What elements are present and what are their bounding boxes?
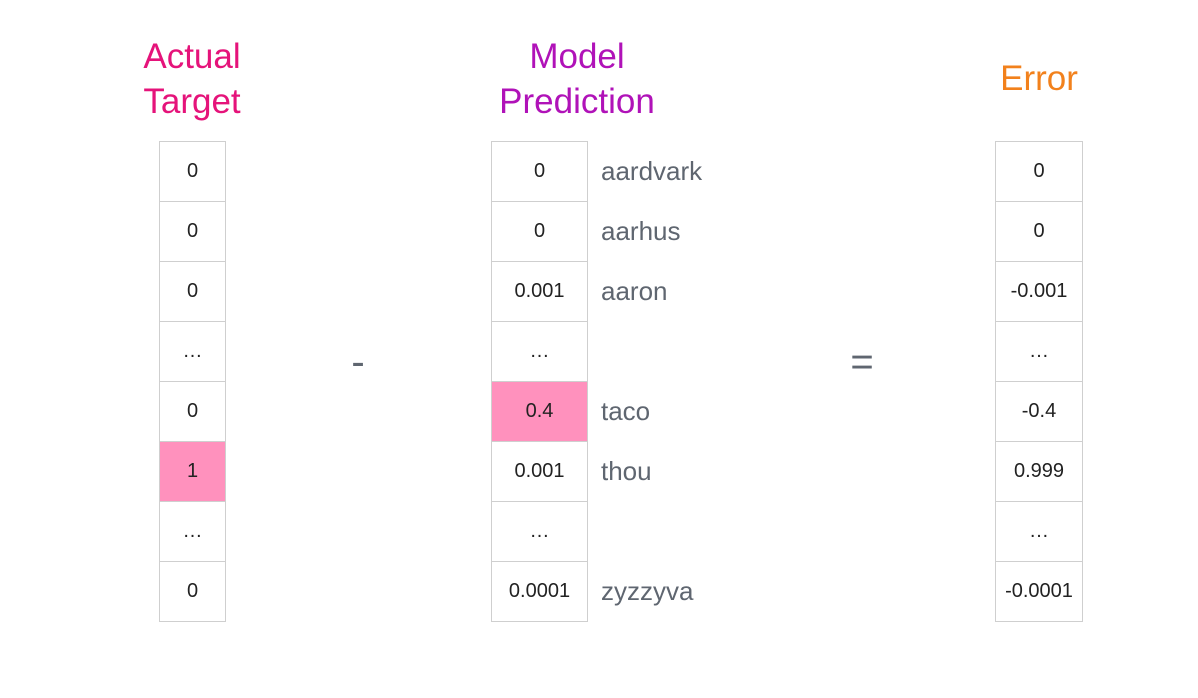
- error-heading: Error: [969, 56, 1109, 101]
- vocabulary-word: thou: [601, 455, 652, 486]
- model-prediction-cell: …: [492, 322, 588, 382]
- actual-target-heading-line2: Target: [143, 82, 241, 121]
- actual-target-cell: …: [160, 322, 226, 382]
- model-prediction-cell: 0: [492, 202, 588, 262]
- error-vector: 0 0 -0.001… -0.4 0.999… -0.0001: [995, 141, 1083, 622]
- actual-target-cell: 0: [160, 562, 226, 622]
- error-cell: 0: [996, 142, 1083, 202]
- model-prediction-cell: 0.001: [492, 262, 588, 322]
- error-cell: 0: [996, 202, 1083, 262]
- vocabulary-word: aarhus: [601, 215, 681, 246]
- minus-operator: -: [351, 340, 365, 384]
- vocabulary-labels: aardvark aarhus aaron taco thou zyzzyva: [601, 141, 702, 621]
- vocabulary-word: [601, 501, 702, 561]
- model-prediction-cell: 0.4: [492, 382, 588, 442]
- actual-target-cell: 0: [160, 142, 226, 202]
- actual-target-cell: 0: [160, 202, 226, 262]
- actual-target-cell: 0: [160, 262, 226, 322]
- error-cell: …: [996, 322, 1083, 382]
- actual-target-cell: 0: [160, 382, 226, 442]
- model-prediction-heading-line2: Prediction: [499, 82, 655, 121]
- error-cell: 0.999: [996, 442, 1083, 502]
- model-prediction-heading-line1: Model: [529, 37, 625, 76]
- actual-target-cell: …: [160, 502, 226, 562]
- model-prediction-cell: 0.0001: [492, 562, 588, 622]
- error-cell: -0.0001: [996, 562, 1083, 622]
- model-prediction-heading: Model Prediction: [467, 34, 687, 124]
- vocabulary-word: taco: [601, 395, 651, 426]
- vocabulary-word: [601, 321, 702, 381]
- error-heading-text: Error: [1000, 59, 1078, 98]
- model-prediction-cell: 0.001: [492, 442, 588, 502]
- error-cell: -0.001: [996, 262, 1083, 322]
- model-prediction-cell: …: [492, 502, 588, 562]
- vocabulary-word: aardvark: [601, 155, 703, 186]
- model-prediction-cell: 0: [492, 142, 588, 202]
- actual-target-heading-line1: Actual: [143, 37, 241, 76]
- vocabulary-word: aaron: [601, 275, 668, 306]
- actual-target-vector: 0 0 0… 0 1… 0: [159, 141, 226, 622]
- actual-target-cell: 1: [160, 442, 226, 502]
- equals-operator: =: [850, 340, 874, 384]
- model-prediction-vector: 0 0 0.001… 0.4 0.001… 0.0001: [491, 141, 588, 622]
- error-cell: -0.4: [996, 382, 1083, 442]
- actual-target-heading: Actual Target: [112, 34, 272, 124]
- vocabulary-word: zyzzyva: [601, 575, 694, 606]
- error-cell: …: [996, 502, 1083, 562]
